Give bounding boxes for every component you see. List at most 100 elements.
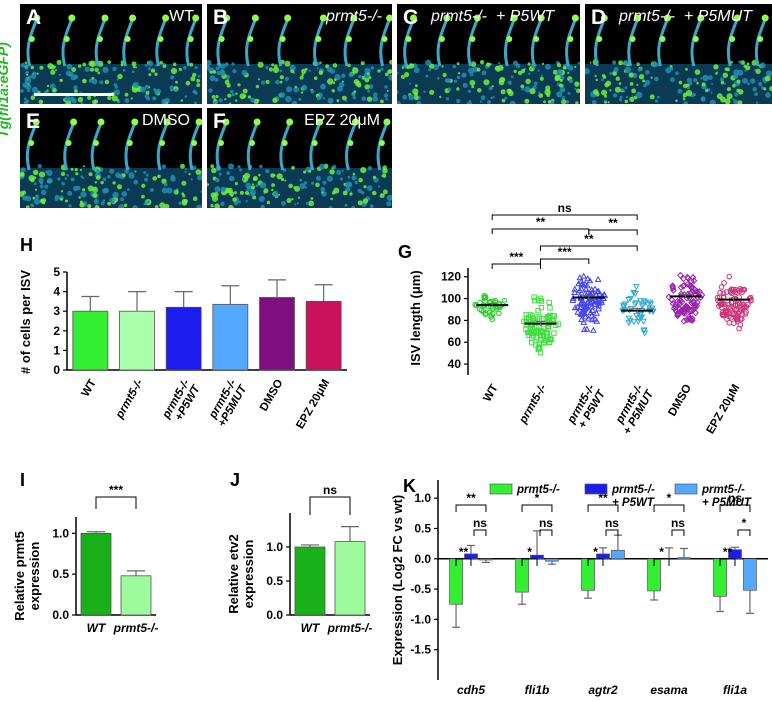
data-point (742, 304, 748, 310)
y-axis-label-line: Relative etv2 (226, 534, 241, 614)
cell-dot (359, 190, 362, 193)
cell-dot (733, 99, 738, 104)
cell-dot (636, 83, 639, 86)
cell-dot (556, 63, 562, 68)
data-point (529, 321, 536, 328)
cell-dot (750, 78, 756, 84)
data-point (735, 287, 742, 294)
data-point (536, 345, 542, 351)
data-point (722, 301, 728, 307)
cell-dot (213, 98, 217, 102)
data-point (678, 306, 686, 314)
cell-dot (562, 66, 567, 70)
data-point (571, 304, 579, 311)
significance-label: ** (598, 491, 608, 505)
cell-dot (65, 70, 72, 76)
x-tick-label-line: DMSO (666, 382, 694, 418)
cell-dot (102, 66, 109, 73)
data-point (538, 337, 544, 343)
cell-dot (301, 73, 304, 77)
cell-dot (629, 36, 636, 42)
cell-dot (286, 86, 293, 93)
cell-dot (524, 86, 531, 93)
cell-dot (556, 69, 563, 76)
data-point (715, 297, 721, 304)
cell-dot (242, 177, 245, 180)
data-point (737, 286, 744, 292)
y-tick-label: -0.5 (410, 582, 431, 596)
data-point (728, 300, 735, 306)
cell-dot (25, 67, 28, 70)
cell-dot (24, 77, 31, 84)
y-axis-label: Relative prmt5expression (12, 531, 42, 621)
cell-dot (112, 66, 117, 72)
cell-dot (284, 76, 289, 82)
cell-dot (162, 14, 170, 22)
cell-dot (567, 71, 570, 74)
legend-label: prmt5-/-+ P5WT (611, 484, 655, 509)
cell-dot (82, 188, 86, 192)
data-point (672, 303, 680, 311)
cell-dot (322, 97, 326, 100)
cell-dot (408, 63, 415, 69)
data-point (496, 304, 503, 310)
data-point (747, 294, 754, 301)
image-panel-f: F EPZ 20μM (207, 108, 392, 208)
data-point (532, 319, 538, 326)
cell-dot (732, 98, 735, 101)
cell-dot (456, 62, 460, 66)
data-point (528, 329, 534, 335)
data-point (686, 294, 693, 302)
data-point (472, 302, 479, 308)
data-point (540, 332, 547, 338)
data-point (724, 316, 730, 322)
cell-dot (377, 69, 381, 73)
cell-dot (271, 188, 274, 192)
data-point (477, 306, 483, 313)
cell-dot (634, 14, 642, 22)
cell-dot (315, 182, 320, 188)
cell-dot (122, 173, 126, 177)
cell-dot (323, 163, 329, 169)
cell-dot (523, 68, 525, 71)
data-point (630, 290, 638, 297)
cell-dot (196, 78, 201, 83)
data-point (535, 346, 541, 352)
cell-dot (350, 205, 356, 208)
cell-dot (745, 65, 751, 71)
data-point (680, 282, 687, 290)
data-point (527, 327, 534, 334)
data-point (687, 282, 694, 290)
cell-dot (166, 187, 173, 194)
cell-dot (330, 68, 336, 74)
data-point (674, 310, 681, 318)
bar (80, 532, 112, 616)
cell-dot (235, 92, 238, 95)
cell-dot (263, 188, 269, 194)
data-point (578, 310, 586, 318)
significance-label: ** (536, 215, 546, 229)
cell-dot (214, 203, 220, 208)
cell-dot (415, 84, 418, 88)
data-point (674, 312, 681, 320)
cell-dot (246, 188, 249, 191)
cell-dot (255, 184, 259, 187)
data-point (639, 301, 647, 308)
vessel-band (585, 64, 772, 104)
data-point (593, 309, 601, 316)
cell-dot (380, 99, 384, 104)
cell-dot (386, 201, 392, 207)
data-point (718, 284, 725, 290)
cell-dot (541, 62, 544, 65)
x-tick-label: cdh5 (457, 683, 485, 697)
data-point (733, 296, 739, 302)
significance-label: * (659, 545, 664, 559)
data-point (641, 330, 649, 337)
cell-dot (378, 140, 385, 146)
cell-dot (284, 179, 287, 182)
data-point (691, 301, 699, 309)
cell-dot (477, 88, 482, 93)
cell-dot (118, 204, 125, 208)
cell-dot (509, 100, 516, 104)
